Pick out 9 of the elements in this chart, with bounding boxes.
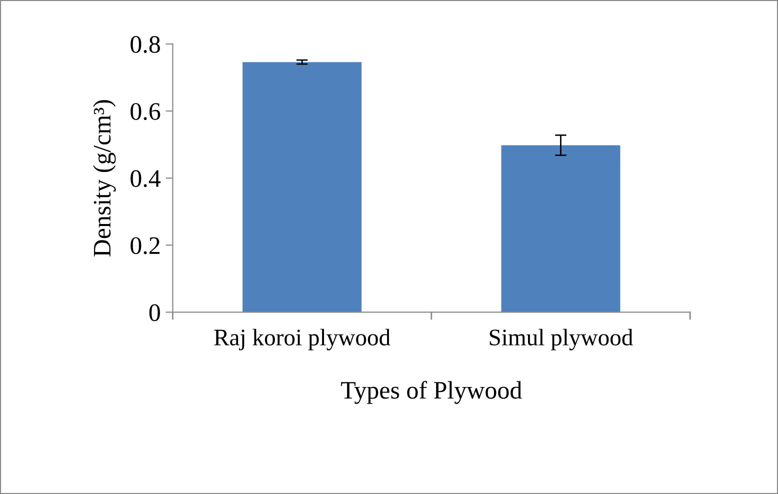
y-tick-label: 0.2 — [130, 237, 160, 254]
y-tick-label: 0.8 — [130, 36, 160, 53]
x-tick-label: Raj koroi plywood — [214, 328, 390, 350]
y-tick-label: 0.6 — [130, 103, 160, 120]
x-tick-label: Simul plywood — [490, 328, 633, 350]
y-axis-title: Density (g/cm³) — [93, 100, 116, 256]
y-tick-label: 0.4 — [130, 170, 161, 188]
y-tick-label: 0 — [149, 304, 160, 322]
x-axis-title: Types of Plywood — [341, 380, 522, 404]
